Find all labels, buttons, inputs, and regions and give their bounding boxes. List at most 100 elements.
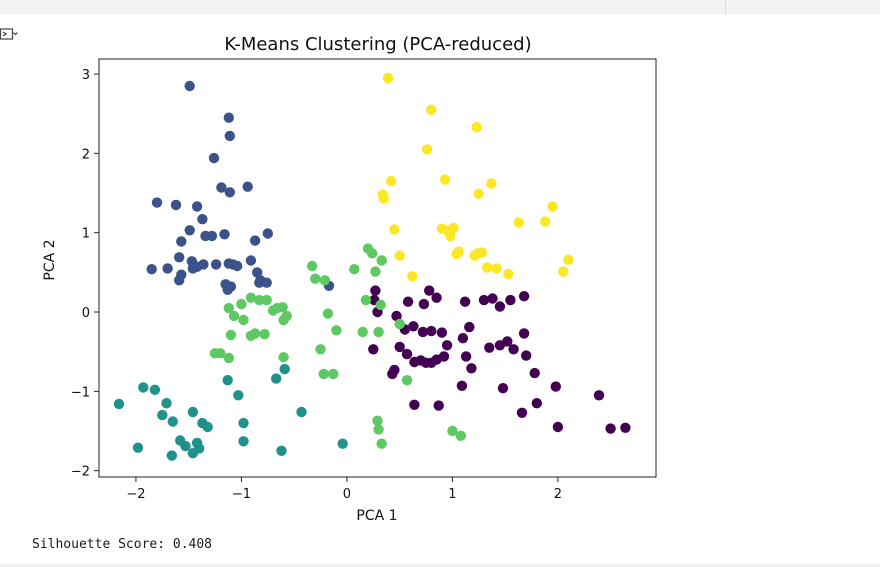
scatter-point — [459, 296, 471, 307]
x-tick-label: 1 — [448, 487, 456, 502]
scatter-point — [426, 325, 437, 337]
scatter-point — [187, 263, 199, 274]
scatter-point — [161, 398, 172, 409]
scatter-point — [373, 326, 384, 338]
scatter-point — [151, 197, 163, 208]
scatter-point — [242, 181, 253, 192]
scatter-point — [349, 264, 360, 275]
scatter-point — [238, 417, 249, 429]
scatter-point — [245, 292, 257, 303]
scatter-point — [421, 144, 433, 155]
scatter-point — [223, 352, 234, 364]
scatter-point — [531, 398, 542, 409]
scatter-point — [605, 423, 616, 434]
scatter-point — [433, 400, 444, 411]
scatter-point — [401, 375, 413, 386]
y-tick-label: 1 — [82, 227, 90, 242]
scatter-point — [448, 222, 459, 234]
notebook-cell-header — [26, 0, 726, 14]
scatter-point — [439, 174, 451, 185]
y-tick-label: 0 — [82, 306, 90, 321]
scatter-point — [202, 421, 213, 433]
scatter-point — [296, 406, 307, 418]
scatter-point — [518, 291, 530, 302]
scatter-point — [370, 285, 381, 296]
scatter-point — [456, 380, 468, 391]
scatter-point — [306, 260, 318, 272]
scatter-point — [540, 216, 551, 227]
scatter-point — [278, 314, 289, 326]
scatter-point — [215, 348, 226, 359]
scatter-point — [206, 230, 218, 242]
scatter-point — [236, 298, 247, 310]
scatter-point — [328, 368, 339, 380]
scatter-point — [508, 344, 519, 355]
scatter-point — [394, 341, 405, 353]
scatter-point — [436, 327, 448, 338]
chart-title: K-Means Clustering (PCA-reduced) — [224, 34, 531, 55]
scatter-point — [402, 296, 414, 307]
scatter-point — [513, 217, 525, 228]
scatter-point — [469, 250, 480, 261]
scatter-point — [370, 266, 381, 277]
plot-frame — [98, 58, 657, 478]
scatter-point — [331, 325, 342, 336]
scatter-chart: K-Means Clustering (PCA-reduced) −2 −1 0 1 2… — [42, 34, 657, 524]
scatter-point — [521, 350, 532, 361]
scatter-point — [376, 255, 387, 266]
scatter-point — [276, 445, 287, 456]
scatter-point — [360, 294, 372, 306]
scatter-point — [277, 302, 288, 313]
scatter-point — [184, 80, 195, 92]
scatter-point — [550, 381, 561, 392]
y-tick-label: −2 — [71, 465, 90, 480]
scatter-point — [322, 308, 334, 319]
scatter-point — [394, 250, 405, 261]
scatter-point — [386, 175, 397, 187]
scatter-point — [113, 398, 125, 410]
scatter-point — [228, 310, 240, 322]
scatter-point — [238, 314, 249, 326]
scatter-point — [518, 328, 530, 339]
scatter-point — [482, 262, 493, 273]
scatter-point — [238, 436, 249, 447]
scatter-point — [216, 182, 227, 193]
scatter-point — [620, 422, 631, 433]
scatter-point — [418, 298, 430, 310]
scatter-point — [146, 264, 157, 275]
scatter-point — [319, 275, 330, 286]
scatter-point — [502, 336, 513, 347]
scatter-point — [191, 201, 203, 212]
x-tick-label: 0 — [343, 487, 351, 502]
scatter-point — [471, 122, 482, 133]
scatter-point — [382, 72, 394, 84]
scatter-point — [219, 229, 230, 240]
scatter-point — [132, 442, 144, 453]
scatter-point — [315, 344, 326, 355]
scatter-point — [233, 390, 244, 401]
scatter-point — [593, 390, 605, 401]
x-tick-label: 2 — [554, 487, 562, 502]
scatter-point — [464, 321, 475, 333]
scatter-point — [563, 254, 574, 265]
scatter-point — [252, 267, 263, 278]
scatter-point — [372, 415, 383, 426]
scatter-point — [409, 399, 420, 410]
scatter-point — [455, 430, 466, 441]
scatter-point — [138, 382, 149, 393]
scatter-point — [254, 294, 265, 306]
notebook-top-strip — [0, 0, 880, 14]
scatter-point — [503, 268, 514, 280]
scatter-point — [552, 421, 564, 433]
scatter-point — [254, 277, 265, 288]
scatter-point — [486, 178, 497, 189]
scatter-point — [197, 214, 208, 225]
scatter-point — [497, 383, 509, 394]
scatter-point — [261, 277, 272, 288]
output-toggle-icon[interactable] — [0, 26, 18, 42]
scatter-point — [426, 104, 437, 116]
scatter-point — [378, 193, 389, 204]
scatter-point — [441, 340, 453, 351]
scatter-point — [162, 263, 173, 274]
scatter-point — [494, 301, 506, 312]
